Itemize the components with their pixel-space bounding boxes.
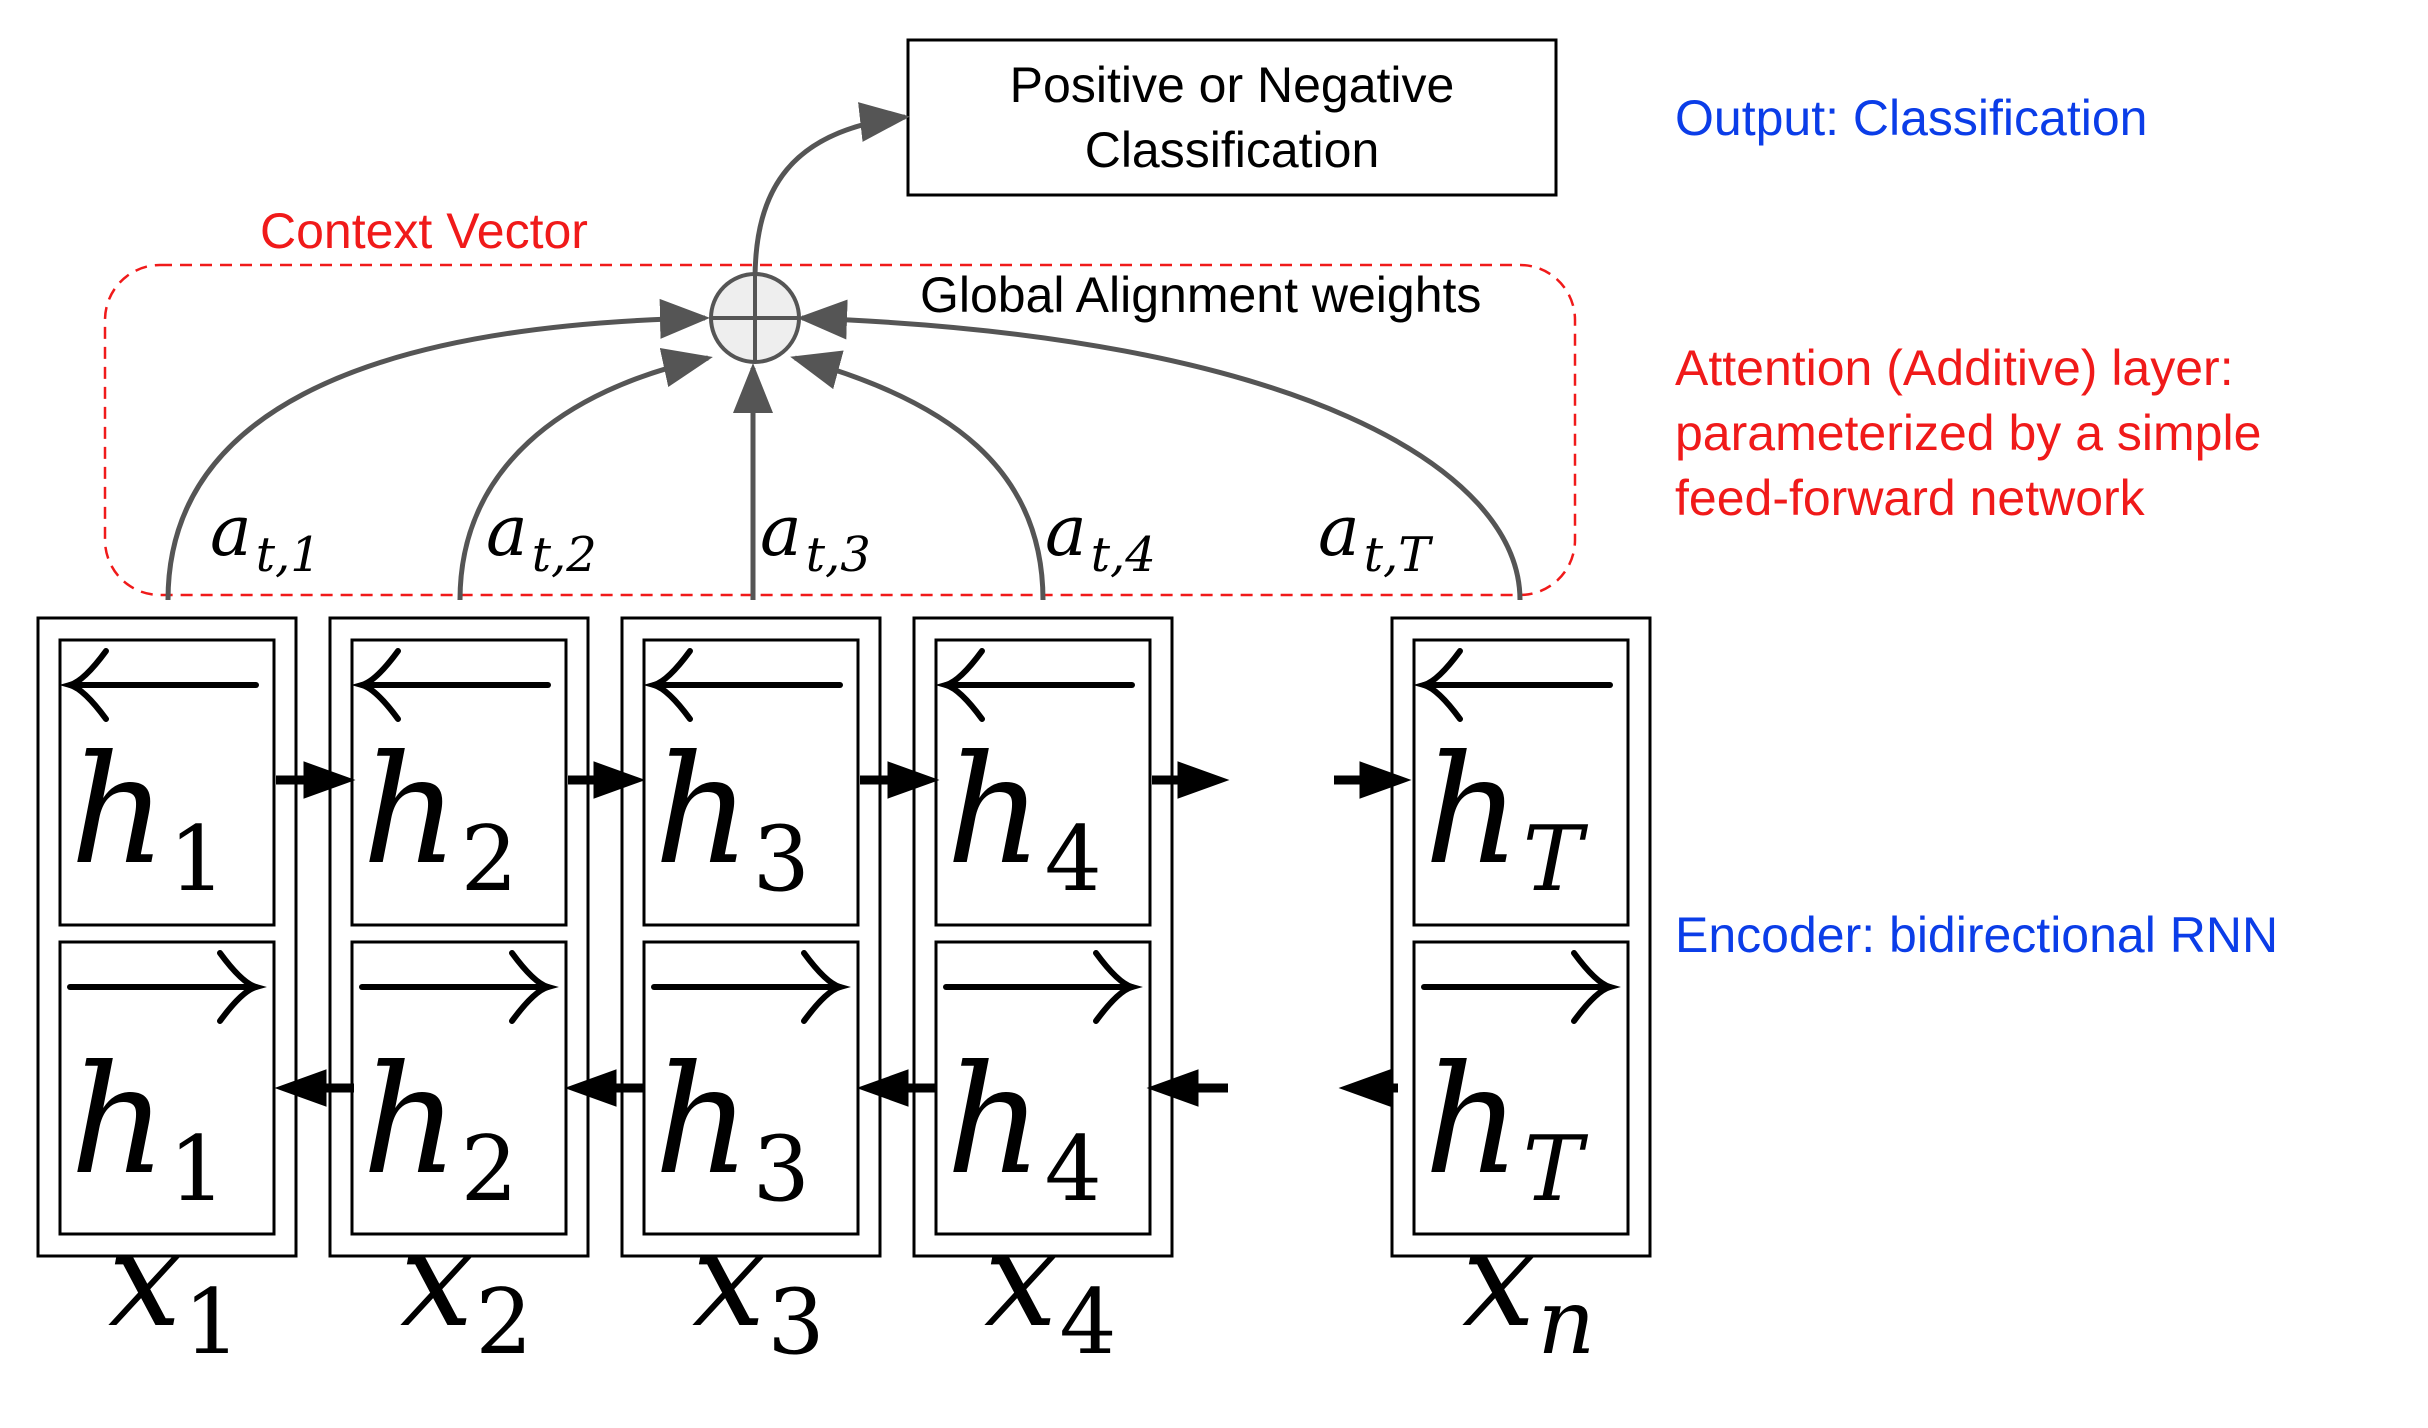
alignment-weights-label: Global Alignment weights [920,267,1481,323]
input-token-1: x1 [108,1204,241,1375]
left-arrow-icon [643,648,843,722]
left-arrow-icon [1413,648,1613,722]
hidden-state-label: h4 [946,1034,1102,1222]
attention-curve-2 [457,347,713,601]
encoder-annotation: Encoder: bidirectional RNN [1675,907,2278,963]
hidden-state-forward-4: h4 [934,940,1152,1236]
alignment-weight-2: at,2 [486,490,597,583]
right-arrow-icon [943,950,1143,1024]
alignment-weight-3: at,3 [760,490,871,583]
hidden-state-label: hT [1424,1034,1589,1222]
context-vector-label: Context Vector [260,203,588,259]
backward-arrow-3 [856,1069,936,1107]
backward-arrows [274,1069,1398,1107]
hidden-state-label: h3 [654,1034,810,1222]
attention-curve-5 [797,299,1523,601]
sum-node [709,272,801,364]
hidden-state-backward-1: h1 [58,638,276,927]
backward-arrow-4 [1146,1069,1228,1107]
right-arrow-icon [67,950,267,1024]
backward-arrow-1 [274,1069,354,1107]
right-arrow-icon [359,950,559,1024]
backward-arrow-2 [564,1069,644,1107]
hidden-state-backward-4: h4 [934,638,1152,927]
forward-arrow-4 [1152,761,1230,799]
attention-annotation-line3: feed-forward network [1675,470,2146,526]
hidden-state-label: h2 [362,1034,518,1222]
left-arrow-icon [935,648,1135,722]
attention-region [103,263,1577,597]
hidden-state-label: h1 [70,1034,226,1222]
backward-arrow-5 [1338,1069,1398,1107]
input-token-2: x2 [400,1204,533,1375]
forward-arrow-2 [568,761,646,799]
attention-curves [165,298,1523,601]
attention-curve-4 [790,350,1046,601]
input-token-3: x3 [692,1204,825,1375]
alignment-weight-t: at,T [1318,490,1433,583]
input-token-5: xn [1462,1204,1595,1375]
hidden-state-forward-5: hT [1412,940,1630,1236]
hidden-state-label: hT [1424,724,1589,912]
output-box-line1: Positive or Negative [1010,57,1455,113]
output-box: Positive or Negative Classification [906,38,1558,197]
hidden-state-label: h3 [654,724,810,912]
hidden-state-forward-2: h2 [350,940,568,1236]
alignment-weight-4: at,4 [1045,490,1156,583]
left-arrow-icon [59,648,259,722]
hidden-state-forward-3: h3 [642,940,860,1236]
hidden-state-label: h1 [70,724,226,912]
hidden-state-backward-2: h2 [350,638,568,927]
hidden-state-backward-5: hT [1412,638,1630,927]
sum-to-output-arrow [752,102,910,281]
hidden-state-backward-3: h3 [642,638,860,927]
attention-curve-1 [165,298,710,601]
right-arrow-icon [1421,950,1621,1024]
forward-arrow-3 [860,761,940,799]
input-token-4: x4 [984,1204,1117,1375]
output-annotation: Output: Classification [1675,90,2147,146]
forward-arrow-5 [1334,761,1412,799]
hidden-state-label: h2 [362,724,518,912]
hidden-state-label: h4 [946,724,1102,912]
alignment-weight-1: at,1 [210,490,321,583]
forward-arrow-1 [276,761,356,799]
left-arrow-icon [351,648,551,722]
hidden-state-forward-1: h1 [58,940,276,1236]
attention-weight-labels: at,1 at,2 at,3 at,4 at,T [210,490,1433,583]
forward-arrows [276,761,1412,799]
attention-annotation-line2: parameterized by a simple [1675,405,2261,461]
attention-annotation-line1: Attention (Additive) layer: [1675,340,2234,396]
output-box-line2: Classification [1085,122,1380,178]
right-arrow-icon [651,950,851,1024]
